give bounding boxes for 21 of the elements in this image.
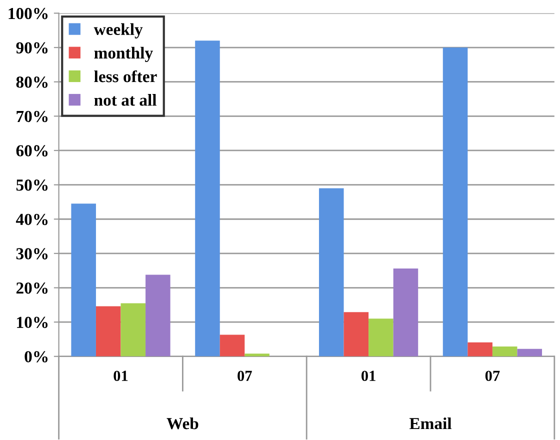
y-tick-label: 70%: [16, 110, 48, 122]
y-tick-label: 30%: [16, 248, 48, 260]
x-tick-label: 01: [114, 370, 128, 382]
x-tick-label: 07: [485, 370, 500, 382]
y-tick-label: 0%: [24, 351, 48, 362]
y-tick-label: 10%: [17, 316, 48, 328]
y-tick-label: 100%: [8, 8, 48, 20]
legend-label: weekly: [94, 23, 143, 38]
y-tick-label: 60%: [16, 145, 48, 156]
text: Web: [166, 417, 198, 430]
legend-label: not at all: [94, 94, 156, 106]
y-tick-label: 20%: [16, 282, 48, 294]
text: Email: [409, 417, 452, 430]
x-tick-label: 01: [361, 370, 376, 382]
legend-label: monthly: [94, 46, 153, 62]
x-tick-label: 07: [238, 370, 252, 382]
y-tick-label: 50%: [16, 180, 48, 191]
y-tick-label: 80%: [16, 76, 48, 88]
y-tick-label: 40%: [16, 214, 48, 226]
legend-label: less ofter: [94, 70, 157, 82]
y-tick-label: 90%: [16, 42, 48, 54]
